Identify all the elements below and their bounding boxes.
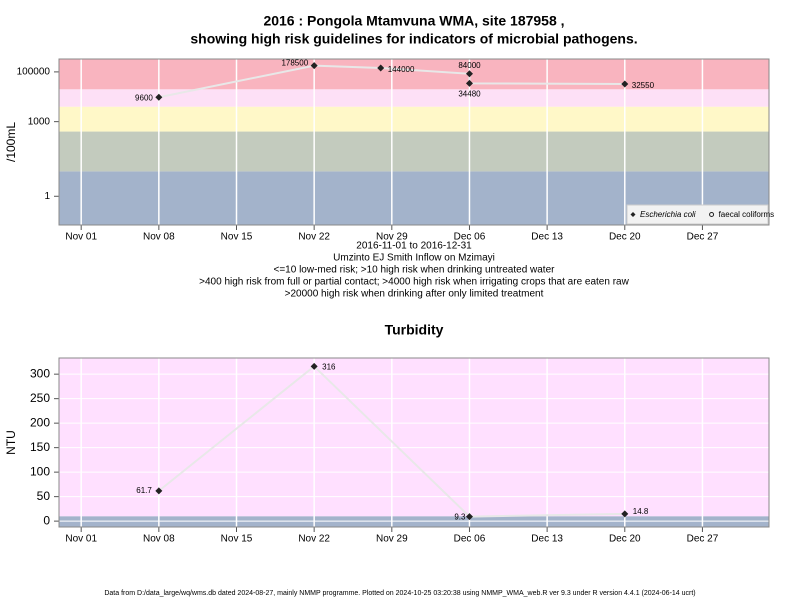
data-point: [465, 513, 473, 521]
data-point: [155, 487, 163, 495]
data-label: 14.8: [633, 507, 649, 516]
data-label: 32550: [632, 81, 655, 90]
y-axis-label: /100mL: [4, 122, 18, 162]
x-tick-label: Nov 29: [376, 232, 408, 243]
x-tick-label: Dec 13: [531, 534, 563, 545]
y-tick-label: 250: [30, 391, 50, 405]
note: >20000 high risk when drinking after onl…: [285, 289, 544, 300]
data-point: [465, 70, 473, 78]
legend-marker: [709, 212, 715, 217]
x-tick-label: Dec 06: [454, 534, 486, 545]
data-point: [155, 93, 163, 101]
y-tick-label: 100: [30, 464, 50, 478]
plot-frame: [58, 357, 770, 528]
risk-band: [59, 131, 769, 172]
x-tick-label: Nov 15: [221, 534, 253, 545]
legend-marker: [630, 212, 636, 217]
data-point: [310, 62, 318, 70]
x-tick-label: Nov 01: [65, 534, 97, 545]
y-tick-label: 300: [30, 366, 50, 380]
data-point: [465, 79, 473, 87]
risk-band: [59, 358, 769, 517]
data-label: 316: [322, 362, 336, 371]
data-label: 34480: [458, 90, 481, 99]
y-tick-label: 1000: [28, 116, 51, 127]
data-label: 178500: [281, 59, 308, 68]
x-tick-label: Dec 06: [454, 232, 486, 243]
chart-title: 2016 : Pongola Mtamvuna WMA, site 187958…: [263, 13, 564, 29]
series-line: [158, 364, 625, 518]
x-tick-label: Nov 08: [143, 232, 175, 243]
x-tick-label: Nov 01: [65, 232, 97, 243]
x-tick-label: Nov 22: [298, 534, 330, 545]
y-axis-label: NTU: [4, 430, 18, 455]
x-tick-label: Dec 27: [687, 232, 719, 243]
x-tick-label: Nov 08: [143, 534, 175, 545]
data-point: [377, 64, 385, 72]
chart-title: Turbidity: [385, 322, 444, 338]
data-label: 61.7: [136, 486, 152, 495]
x-tick-label: Nov 22: [298, 232, 330, 243]
y-tick-label: 50: [37, 489, 51, 503]
y-tick-label: 200: [30, 415, 50, 429]
note: Umzinto EJ Smith Inflow on Mzimayi: [333, 253, 495, 264]
data-point: [621, 80, 629, 88]
risk-band: [59, 59, 769, 90]
y-tick-label: 0: [43, 513, 50, 527]
x-tick-label: Dec 20: [609, 232, 641, 243]
footer: Data from D:/data_large/wq/wms.db dated …: [104, 590, 695, 597]
y-tick-label: 150: [30, 440, 50, 454]
plot-frame: [58, 58, 770, 226]
data-label: 9600: [135, 93, 153, 102]
data-label: 9.3: [454, 513, 466, 522]
legend-label: Escherichia coli: [640, 210, 696, 219]
data-point: [621, 510, 629, 518]
data-label: 84000: [458, 61, 481, 70]
x-tick-label: Dec 13: [531, 232, 563, 243]
note: <=10 low-med risk; >10 high risk when dr…: [274, 265, 556, 276]
risk-band: [59, 106, 769, 132]
y-tick-label: 100000: [17, 67, 51, 78]
note: >400 high risk from full or partial cont…: [199, 277, 629, 288]
risk-band: [59, 89, 769, 107]
legend-box: [626, 204, 769, 225]
y-tick-label: 1: [44, 191, 50, 202]
data-label: 144000: [388, 65, 415, 74]
chart-subtitle: showing high risk guidelines for indicat…: [190, 31, 637, 47]
note: 2016-11-01 to 2016-12-31: [356, 241, 472, 252]
x-tick-label: Nov 29: [376, 534, 408, 545]
x-tick-label: Dec 20: [609, 534, 641, 545]
data-point: [310, 362, 318, 370]
series-line: [158, 64, 625, 99]
x-tick-label: Dec 27: [687, 534, 719, 545]
legend-label: faecal coliforms: [719, 210, 775, 219]
x-tick-label: Nov 15: [221, 232, 253, 243]
